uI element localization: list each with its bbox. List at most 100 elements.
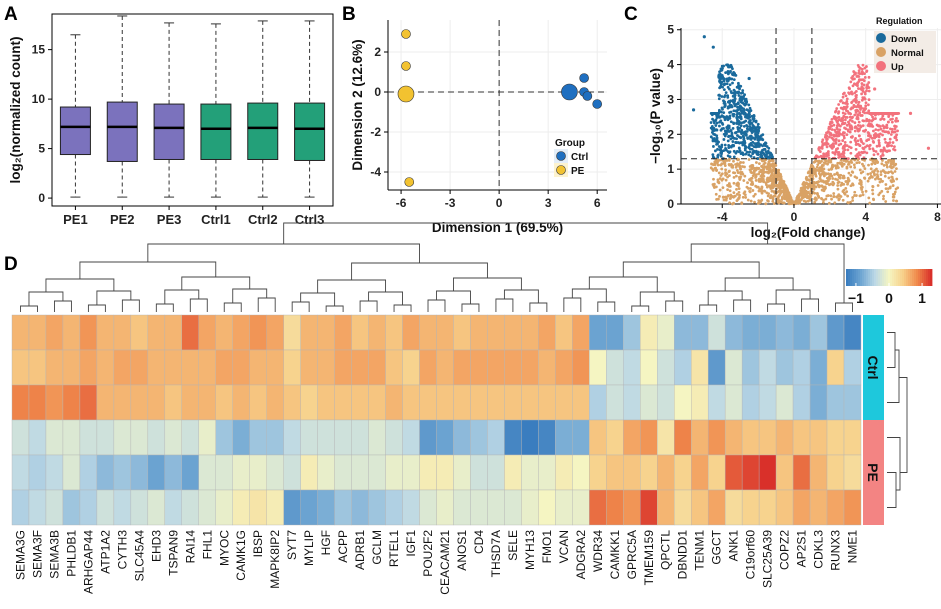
volcano-point-down (722, 111, 726, 115)
volcano-point-up (849, 146, 853, 150)
volcano-point-normal (889, 170, 893, 174)
heatmap-cell (266, 454, 284, 491)
heatmap-cell (741, 384, 760, 421)
volcano-point-normal (756, 201, 760, 205)
legend-key-normal (876, 47, 886, 57)
gene-label: CEACAM21 (438, 530, 452, 595)
heatmap-cell (419, 314, 437, 351)
volcano-point-normal (833, 164, 837, 168)
dendrogram-branch (639, 291, 675, 306)
volcano-point-up (859, 108, 862, 111)
heatmap-cell (130, 419, 149, 456)
volcano-point-up (872, 153, 876, 157)
volcano-point-up (832, 123, 836, 127)
volcano-point-up (872, 111, 876, 115)
volcano-point-up (893, 130, 897, 134)
volcano-point-normal (853, 165, 857, 169)
volcano-point-down (723, 143, 727, 147)
heatmap-cell (96, 314, 115, 351)
volcano-point-up (857, 100, 861, 104)
heatmap-cell (470, 314, 488, 351)
volcano-point-normal (776, 169, 780, 173)
heatmap-cell (521, 419, 539, 456)
volcano-point-down (747, 110, 751, 114)
heatmap-cell (623, 349, 641, 386)
heatmap-cell (775, 314, 794, 351)
legend-gradient-step (900, 269, 903, 286)
heatmap-cell (113, 489, 132, 526)
volcano-point-up (895, 138, 899, 142)
volcano-point-up (875, 144, 879, 148)
volcano-point-up (860, 92, 863, 96)
volcano-point-up (853, 129, 857, 133)
volcano-point-up (881, 124, 885, 128)
volcano-point-normal (718, 158, 721, 162)
dendrogram-branch (147, 243, 420, 263)
volcano-point-up (825, 145, 829, 149)
heatmap-cell (538, 384, 556, 421)
volcano-point-normal (713, 163, 717, 167)
volcano-point-down (715, 136, 719, 140)
heatmap-cell (79, 349, 98, 386)
gene-label: SLC45A4 (132, 530, 146, 582)
volcano-point-down (716, 147, 719, 151)
volcano-point-up (830, 147, 834, 150)
volcano-point-down (709, 121, 713, 124)
volcano-point-normal (754, 168, 758, 172)
heatmap-cell (453, 419, 471, 456)
volcano-point-down (717, 76, 721, 79)
volcano-point-normal (760, 187, 763, 191)
legend-tick-label: 1 (918, 290, 926, 306)
volcano-point-down (737, 111, 741, 115)
volcano-point-down (734, 109, 738, 113)
box (294, 102, 326, 161)
heatmap-cell (164, 349, 183, 386)
dendrogram-branch (801, 298, 819, 312)
volcano-point-down (738, 105, 742, 109)
heatmap-cell (453, 384, 471, 421)
heatmap-cell (419, 384, 437, 421)
volcano-point-up (856, 63, 860, 67)
volcano-point-up (891, 141, 895, 144)
volcano-point-normal (718, 177, 722, 180)
volcano-point-up (865, 139, 869, 143)
heatmap-cell (164, 489, 183, 526)
volcano-point-down (722, 88, 726, 91)
volcano-point-normal (835, 171, 839, 175)
volcano-point-up (840, 122, 844, 126)
volcano-point-normal (763, 161, 767, 165)
heatmap-cell (555, 489, 573, 526)
heatmap-cell (470, 384, 488, 421)
volcano-point-up (881, 129, 885, 133)
volcano-point-down (718, 72, 722, 76)
volcano-point-normal (808, 192, 812, 196)
volcano-point-up (891, 117, 894, 121)
heatmap-cell (589, 489, 607, 526)
heatmap-cell (368, 419, 386, 456)
volcano-panel: -4 0 4 8 0 1 2 3 4 5 log₂(Fold change) −log₁₀(P val… (648, 16, 941, 240)
volcano-point-up (865, 65, 868, 68)
heatmap-cell (62, 314, 81, 351)
heatmap-cell (657, 454, 675, 491)
volcano-point-normal (728, 189, 732, 193)
volcano-point-up (885, 150, 889, 153)
volcano-point-down (753, 137, 757, 141)
volcano-point-normal (836, 187, 840, 191)
heatmap-cell (538, 314, 556, 351)
volcano-point-up (860, 82, 864, 85)
volcano-point-normal (873, 161, 876, 165)
heatmap-cell (317, 314, 335, 351)
heatmap-cell (707, 314, 726, 351)
volcano-point-up (863, 72, 866, 76)
volcano-point-down (759, 134, 763, 138)
heatmap-cell (470, 349, 488, 386)
volcano-point-up (850, 116, 854, 120)
volcano-point-normal (812, 187, 816, 191)
heatmap-cell (79, 489, 98, 526)
heatmap-cell (402, 489, 420, 526)
dendrogram-branch (181, 276, 251, 290)
heatmap-cell (792, 349, 811, 386)
volcano-point-normal (754, 184, 758, 188)
gene-label: ANOS1 (455, 530, 469, 571)
heatmap-cell (385, 454, 403, 491)
